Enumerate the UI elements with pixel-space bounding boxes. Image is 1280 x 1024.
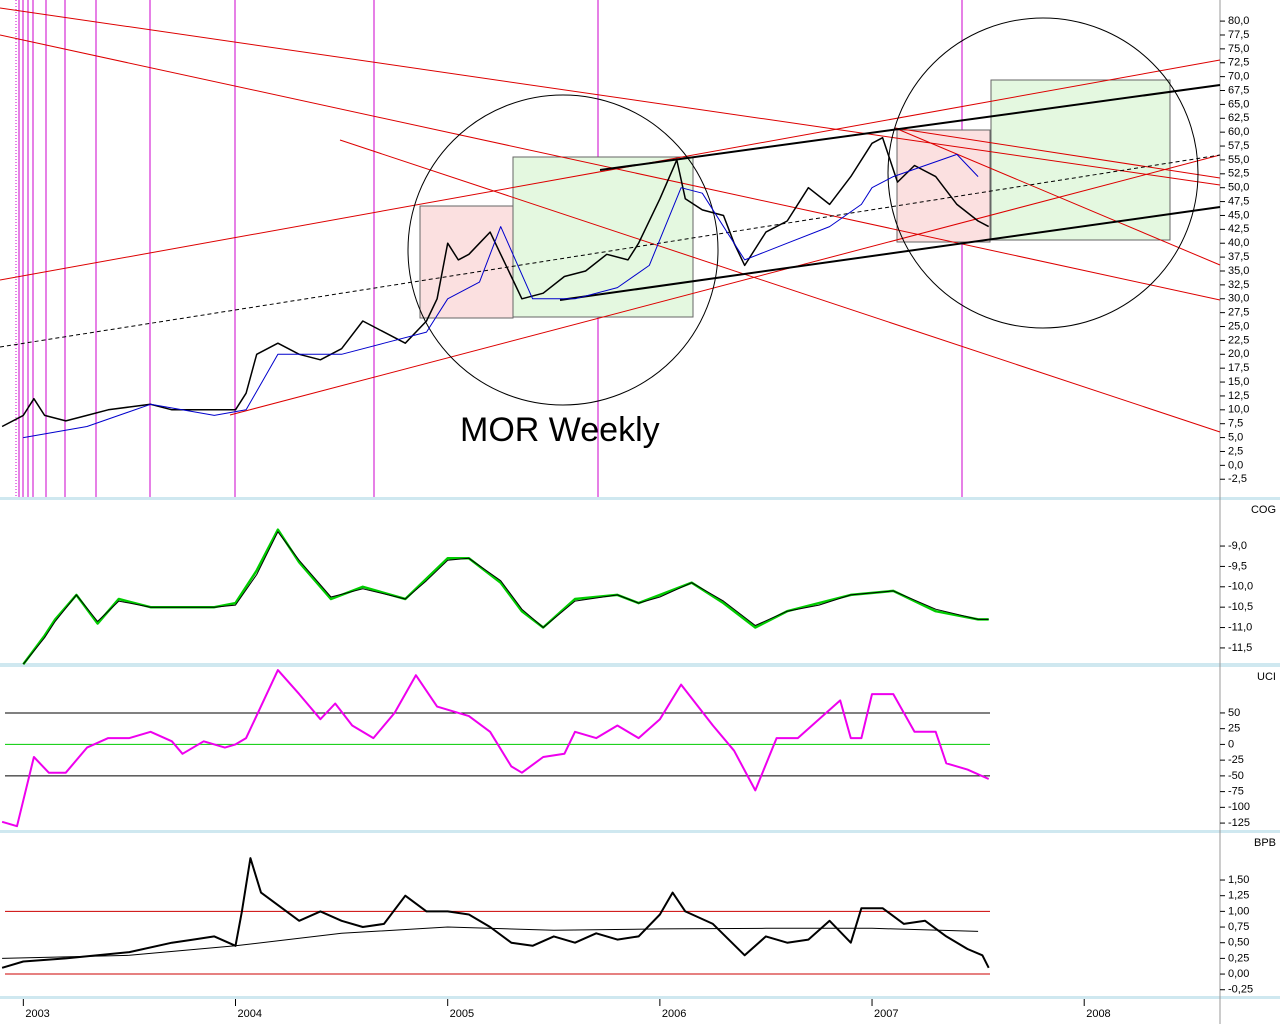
y-tick-label: 57,5 xyxy=(1228,140,1249,152)
y-tick-label: 62,5 xyxy=(1228,112,1249,124)
y-tick-label: 27,5 xyxy=(1228,307,1249,319)
trend-line xyxy=(0,59,1221,281)
x-tick-label: 2008 xyxy=(1086,1008,1110,1020)
y-tick-label: 25 xyxy=(1228,723,1240,735)
x-tick-label: 2003 xyxy=(25,1008,49,1020)
y-tick-label: 32,5 xyxy=(1228,279,1249,291)
y-tick-label: 22,5 xyxy=(1228,334,1249,346)
y-tick-label: 55,0 xyxy=(1228,154,1249,166)
separator xyxy=(0,497,1280,500)
y-tick-label: -25 xyxy=(1228,754,1244,766)
x-tick-label: 2006 xyxy=(662,1008,686,1020)
y-tick-label: 1,25 xyxy=(1228,890,1249,902)
y-tick-label: 70,0 xyxy=(1228,71,1249,83)
trend-line xyxy=(339,139,1221,433)
y-tick-label: 40,0 xyxy=(1228,237,1249,249)
trend-line xyxy=(0,34,1221,301)
y-tick-label: -50 xyxy=(1228,770,1244,782)
y-tick-label: -9,0 xyxy=(1228,540,1247,552)
y-tick-label: 20,0 xyxy=(1228,348,1249,360)
y-tick-label: 15,0 xyxy=(1228,376,1249,388)
y-tick-label: 0,25 xyxy=(1228,952,1249,964)
separator xyxy=(0,663,1280,667)
y-tick-label: -75 xyxy=(1228,786,1244,798)
y-tick-label: -9,5 xyxy=(1228,560,1247,572)
y-tick-label: 42,5 xyxy=(1228,223,1249,235)
y-tick-label: 65,0 xyxy=(1228,98,1249,110)
y-tick-label: -0,25 xyxy=(1228,984,1253,996)
y-tick-label: 7,5 xyxy=(1228,418,1243,430)
y-tick-label: 0 xyxy=(1228,738,1234,750)
box xyxy=(990,79,1171,241)
annotation: MOR Weekly xyxy=(460,411,660,449)
drawing-tools xyxy=(0,0,1221,497)
y-tick-label: 5,0 xyxy=(1228,431,1243,443)
y-tick-label: 37,5 xyxy=(1228,251,1249,263)
y-tick-label: 50 xyxy=(1228,707,1240,719)
panel-title: COG xyxy=(1251,504,1276,516)
circle xyxy=(407,94,719,406)
series-line xyxy=(23,153,979,439)
trend-line xyxy=(0,7,1221,186)
y-tick-label: 17,5 xyxy=(1228,362,1249,374)
y-tick-label: -10,5 xyxy=(1228,601,1253,613)
series-line xyxy=(1,669,990,828)
y-tick-label: 30,0 xyxy=(1228,293,1249,305)
series-line xyxy=(1,857,990,969)
trend-line xyxy=(229,154,1221,416)
y-tick-label: -10,0 xyxy=(1228,581,1253,593)
y-tick-label: -11,0 xyxy=(1228,621,1252,633)
panel-title: UCI xyxy=(1257,671,1276,683)
series-line xyxy=(2,926,979,959)
channel-line xyxy=(599,84,1221,171)
y-tick-label: 52,5 xyxy=(1228,168,1249,180)
median-line xyxy=(0,154,1221,348)
y-tick-label: 35,0 xyxy=(1228,265,1249,277)
y-tick-label: 12,5 xyxy=(1228,390,1249,402)
y-tick-label: 10,0 xyxy=(1228,404,1249,416)
y-tick-label: 0,75 xyxy=(1228,921,1249,933)
box xyxy=(419,205,514,319)
trend-line xyxy=(894,127,1221,179)
y-tick-label: -11,5 xyxy=(1228,642,1252,654)
circle xyxy=(887,17,1199,329)
y-tick-label: 25,0 xyxy=(1228,320,1249,332)
y-tick-label: 0,0 xyxy=(1228,459,1243,471)
trend-line xyxy=(894,127,1221,266)
y-tick-label: -100 xyxy=(1228,801,1250,813)
series-line xyxy=(22,531,989,665)
y-tick-label: 80,0 xyxy=(1228,15,1249,27)
y-tick-label: 0,50 xyxy=(1228,937,1249,949)
separator xyxy=(0,996,1280,999)
x-tick-label: 2007 xyxy=(874,1008,898,1020)
y-tick-label: -125 xyxy=(1228,817,1250,829)
y-tick-label: 1,50 xyxy=(1228,874,1249,886)
y-tick-label: 2,5 xyxy=(1228,445,1243,457)
y-tick-label: 75,0 xyxy=(1228,43,1249,55)
y-tick-label: 72,5 xyxy=(1228,57,1249,69)
channel-line xyxy=(559,206,1221,301)
y-tick-label: 50,0 xyxy=(1228,182,1249,194)
y-tick-label: 47,5 xyxy=(1228,195,1249,207)
x-tick-label: 2005 xyxy=(450,1008,474,1020)
panel-title: BPB xyxy=(1254,837,1276,849)
y-tick-label: -2,5 xyxy=(1228,473,1247,485)
y-tick-label: 60,0 xyxy=(1228,126,1249,138)
y-tick-label: 77,5 xyxy=(1228,29,1249,41)
y-tick-label: 67,5 xyxy=(1228,84,1249,96)
separator xyxy=(0,830,1280,833)
y-tick-label: 0,00 xyxy=(1228,968,1249,980)
y-tick-label: 1,00 xyxy=(1228,905,1249,917)
x-tick-label: 2004 xyxy=(238,1008,262,1020)
y-tick-label: 45,0 xyxy=(1228,209,1249,221)
